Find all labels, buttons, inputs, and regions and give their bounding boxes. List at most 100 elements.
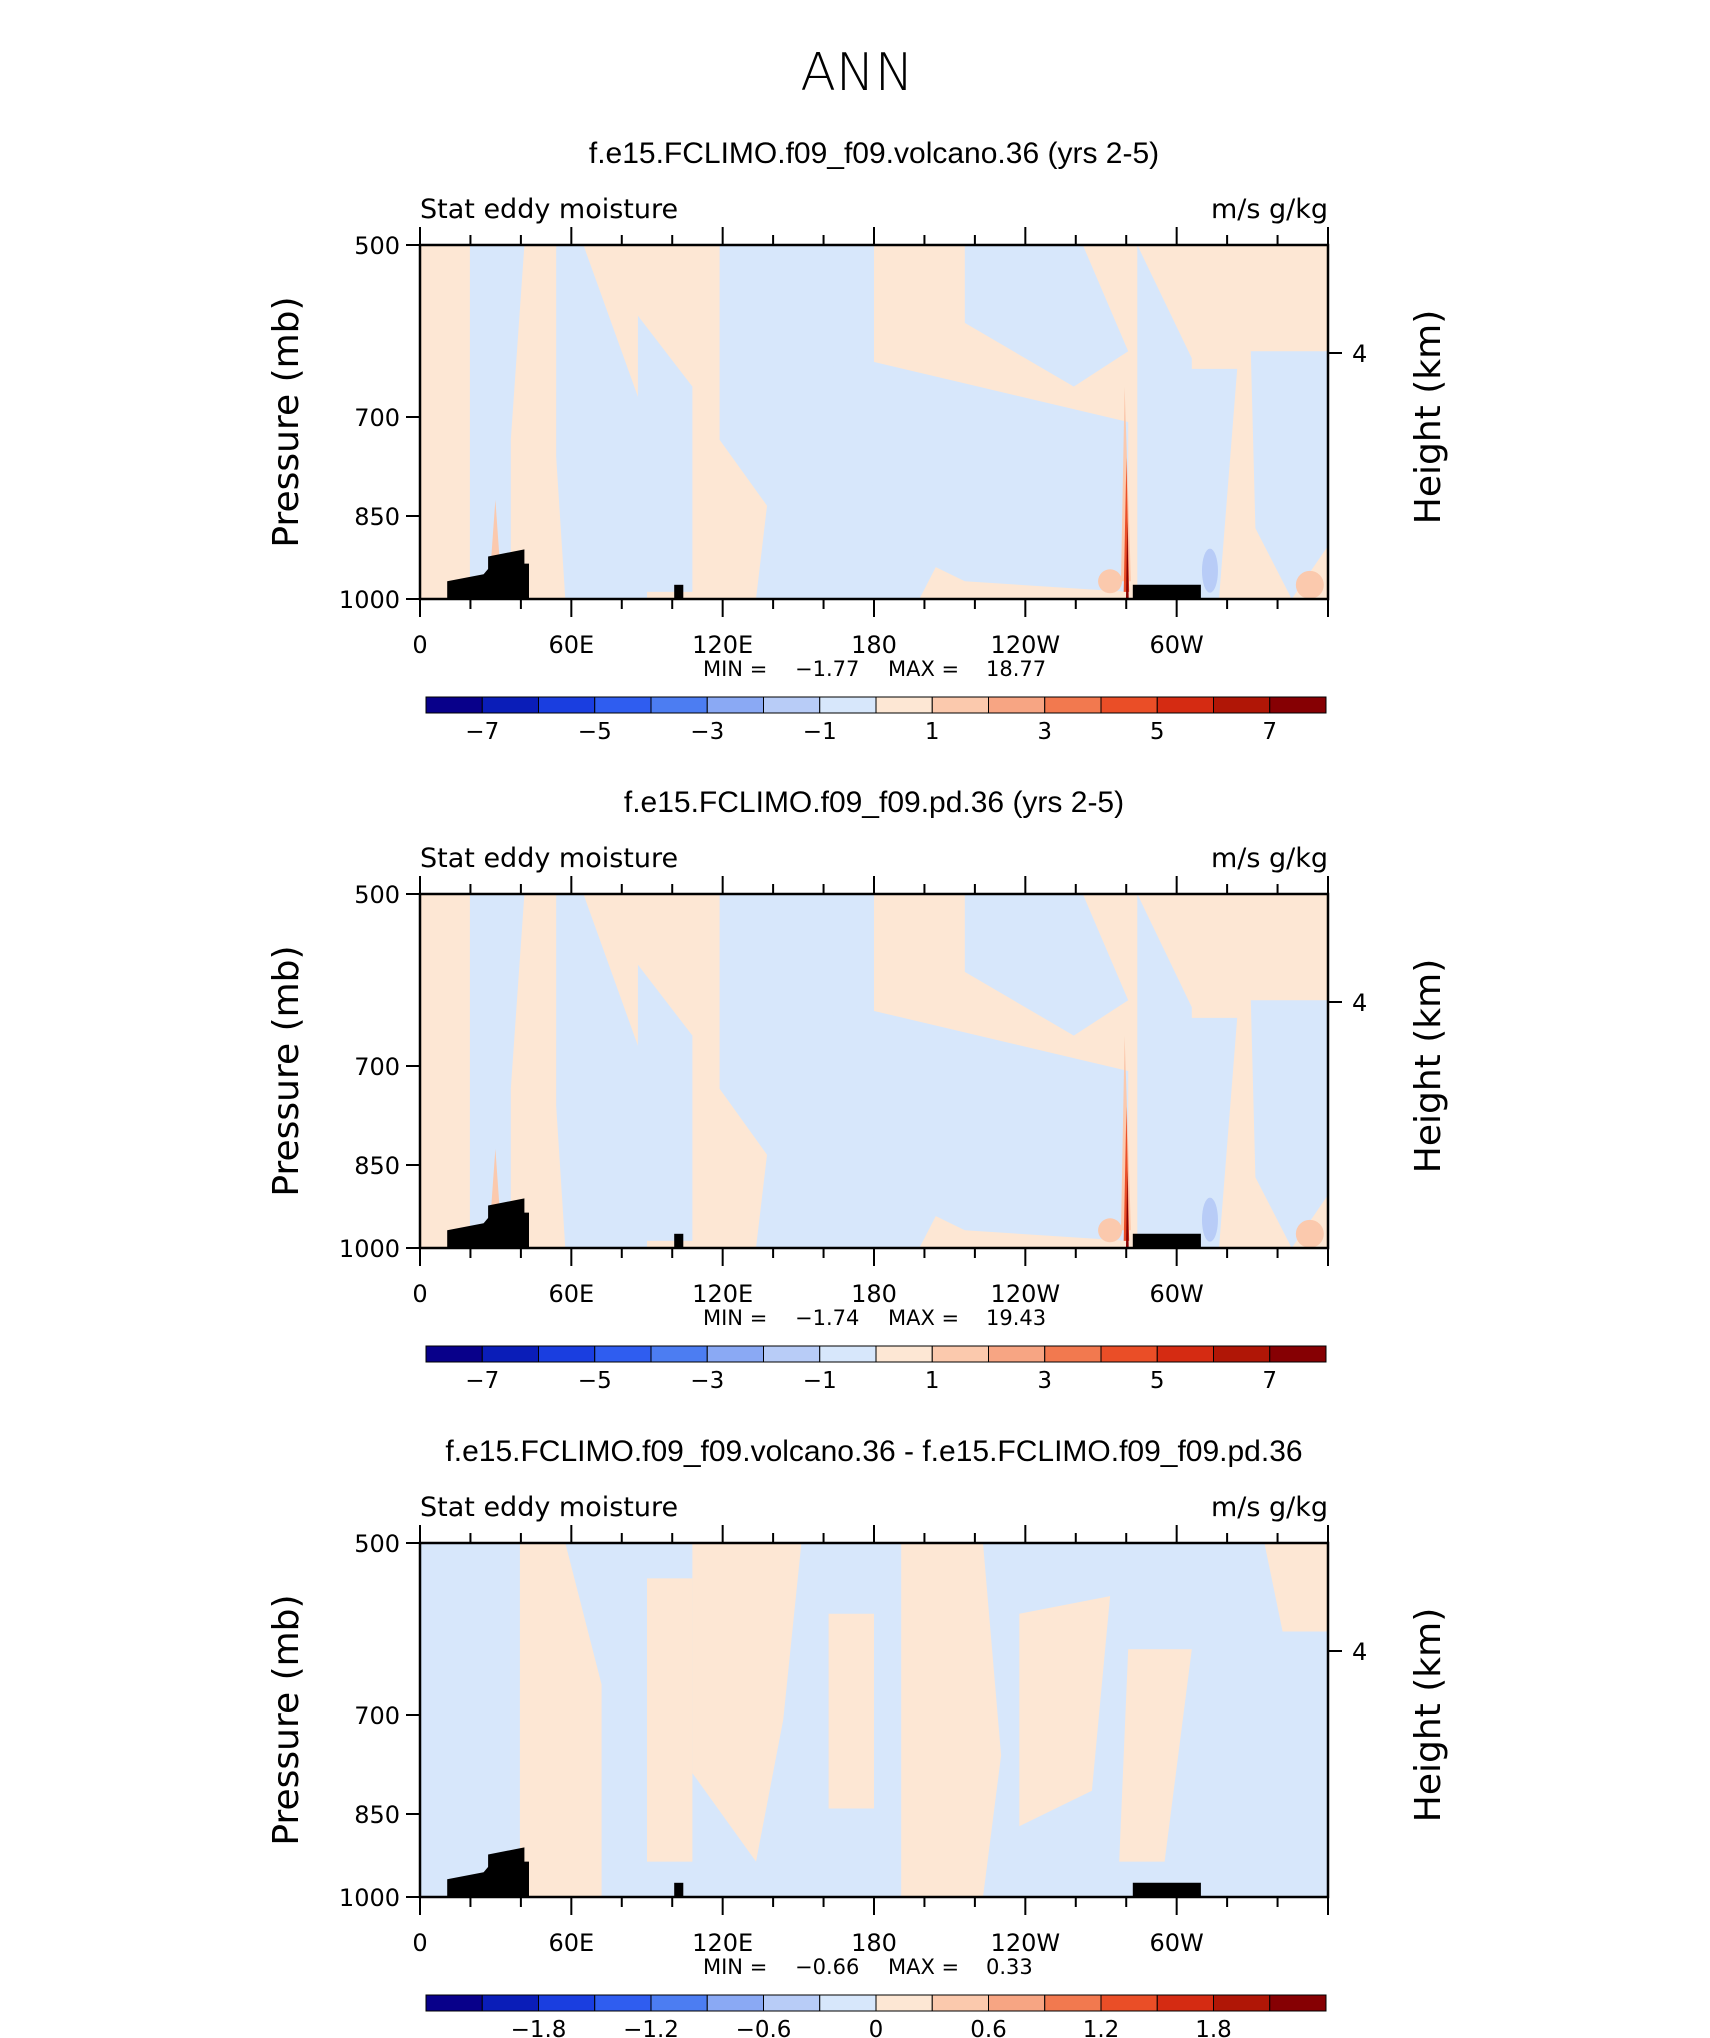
colorbar-label: 3 [1037,719,1052,745]
height-tick-label: 4 [1352,1638,1367,1666]
colorbar-swatch [594,1345,652,1363]
colorbar-swatch [706,696,764,714]
terrain-mask [674,1233,684,1248]
contour-region [1137,894,1192,1241]
colorbar-label: −1.2 [623,2017,679,2038]
x-tick-label: 120E [692,631,753,659]
max-value: 18.77 [986,657,1046,681]
colorbar-swatch [706,1994,764,2012]
y-axis-title: Pressure (mb) [266,1594,307,1845]
colorbar-swatch [1213,696,1271,714]
min-label: MIN = [703,1306,767,1330]
max-label: MAX = [888,1955,959,1979]
x-tick-label: 180 [851,631,897,659]
variable-label: Stat eddy moisture [420,843,678,874]
colorbar-swatch [1100,1345,1158,1363]
contour-region [1098,1218,1123,1243]
units-label: m/s g/kg [1211,843,1328,874]
colorbar-label: 3 [1037,1368,1052,1394]
min-value: −0.66 [795,1955,859,1979]
contour-region [1201,1197,1218,1242]
y-tick-label: 700 [354,1702,400,1730]
colorbar-swatch [594,1994,652,2012]
contour-region [1264,1543,1328,1632]
colorbar-swatch [650,1994,708,2012]
contour-region [556,894,647,1248]
colorbar-swatch [875,1994,933,2012]
terrain-mask [674,1882,684,1897]
contour-region [647,1578,693,1862]
terrain-mask [488,549,525,599]
colorbar-swatch [1156,696,1214,714]
colorbar-swatch [538,696,596,714]
terrain-mask [1132,584,1201,599]
colorbar-swatch [988,1994,1046,2012]
colorbar-swatch [425,696,483,714]
colorbar-swatch [1269,1345,1327,1363]
colorbar-swatch [1044,1994,1102,2012]
colorbar-swatch [875,696,933,714]
y-tick-label: 1000 [339,1884,400,1912]
units-label: m/s g/kg [1211,1492,1328,1523]
colorbar-swatch [538,1345,596,1363]
terrain-mask [1132,1882,1201,1897]
y-tick-label: 1000 [339,1235,400,1263]
variable-label: Stat eddy moisture [420,194,678,225]
colorbar-swatch [1156,1345,1214,1363]
colorbar-swatch [819,1345,877,1363]
contour-region [490,1148,500,1213]
contour-region [692,1543,802,1862]
contour-region [1295,570,1324,599]
colorbar-label: −5 [578,1368,612,1394]
colorbar-swatch [1100,1994,1158,2012]
panels: f.e15.FCLIMO.f09_f09.volcano.36 (yrs 2-5… [266,137,1449,2038]
colorbar-swatch [1156,1994,1214,2012]
colorbar-swatch [819,1994,877,2012]
colorbar-label: 7 [1262,719,1277,745]
y-tick-label: 500 [354,1530,400,1558]
colorbar-swatch [931,1994,989,2012]
x-tick-label: 0 [412,1280,427,1308]
y-tick-label: 500 [354,881,400,909]
y-tick-label: 700 [354,404,400,432]
contour-region [1250,351,1328,599]
contour-region [1182,368,1238,599]
colorbar-label: 0.6 [970,2017,1007,2038]
colorbar-swatch [763,1994,821,2012]
colorbar-swatch [538,1994,596,2012]
contour-region [828,1000,1129,1241]
y-tick-label: 1000 [339,586,400,614]
contour-region [556,245,647,599]
colorbar-swatch [1044,1345,1102,1363]
colorbar-label: 1 [925,1368,940,1394]
terrain-mask [1132,1233,1201,1248]
colorbar-swatch [988,1345,1046,1363]
colorbar-swatch [1269,1994,1327,2012]
colorbar-swatch [425,1994,483,2012]
contour-region [469,894,525,1248]
colorbar-swatch [706,1345,764,1363]
season-title: ANN [800,43,913,103]
x-tick-label: 0 [412,1929,427,1957]
contour-region [519,1543,602,1897]
x-tick-label: 60W [1150,631,1204,659]
colorbar-swatch [481,1994,539,2012]
min-label: MIN = [703,657,767,681]
colorbar-swatch [481,696,539,714]
contour-region [1137,245,1192,592]
colorbar-swatch [1100,696,1158,714]
colorbar-swatch [1213,1345,1271,1363]
y-tick-label: 850 [354,1801,400,1829]
terrain-mask [674,584,684,599]
contour-region [828,1613,874,1809]
contour-region [1125,521,1129,599]
max-label: MAX = [888,657,959,681]
min-value: −1.74 [795,1306,859,1330]
x-tick-label: 120W [991,1280,1061,1308]
contour-region [1019,1596,1111,1827]
y-axis-title: Pressure (mb) [266,945,307,1196]
colorbar-label: 0 [869,2017,884,2038]
panel-title: f.e15.FCLIMO.f09_f09.volcano.36 (yrs 2-5… [589,137,1159,170]
panel-2: f.e15.FCLIMO.f09_f09.pd.36 (yrs 2-5) Stat… [266,786,1449,1394]
terrain-mask [488,1847,525,1897]
